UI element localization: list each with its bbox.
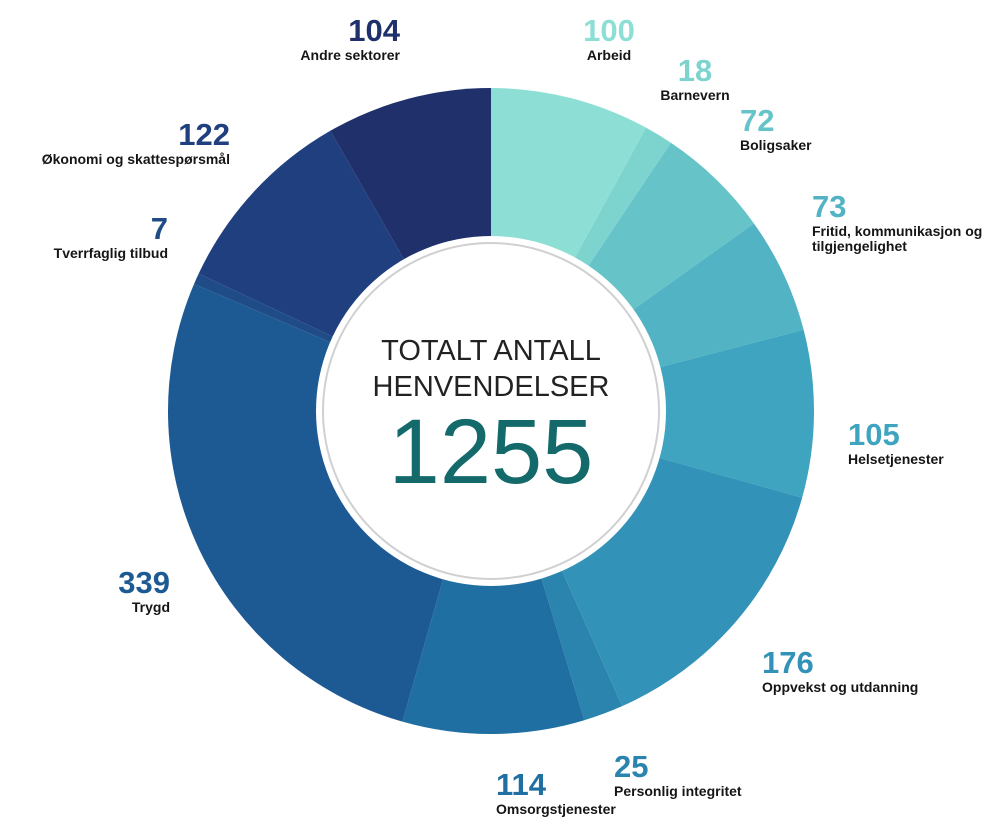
value-label: 25 bbox=[614, 749, 649, 784]
slice-label: 105 Helsetjenester bbox=[848, 418, 998, 467]
center-circle bbox=[316, 236, 666, 586]
value-label: 122 bbox=[178, 117, 230, 152]
category-label: Arbeid bbox=[586, 47, 632, 63]
category-label: Tverrfaglig tilbud bbox=[53, 245, 168, 261]
category-label: Andre sektorer bbox=[300, 47, 400, 63]
category-label: Trygd bbox=[131, 599, 170, 615]
slice-label: 114 Omsorgstjenester bbox=[496, 768, 736, 817]
slice-label: 100 Arbeid bbox=[489, 14, 729, 63]
center-total: 1255 bbox=[388, 401, 594, 503]
value-label: 104 bbox=[348, 13, 400, 48]
value-label: 176 bbox=[762, 645, 814, 680]
slice-label: 18 Barnevern bbox=[575, 54, 815, 103]
slice-label: 73 Fritid, kommunikasjon og tilgjengeligh… bbox=[812, 190, 998, 254]
slice-label: 104 Andre sektorer bbox=[160, 14, 400, 63]
category-label: Oppvekst og utdanning bbox=[762, 679, 919, 695]
category-label: Omsorgstjenester bbox=[496, 801, 616, 817]
value-label: 100 bbox=[583, 13, 635, 48]
value-label: 72 bbox=[740, 103, 775, 138]
value-label: 7 bbox=[150, 211, 168, 246]
value-label: 114 bbox=[496, 767, 547, 802]
center-title: TOTALT ANTALL HENVENDELSER bbox=[372, 335, 610, 403]
category-label: Helsetjenester bbox=[848, 451, 944, 467]
slice-label: 72 Boligsaker bbox=[740, 104, 980, 153]
value-label: 73 bbox=[812, 189, 847, 224]
slice-label: 339 Trygd bbox=[0, 566, 170, 615]
value-label: 105 bbox=[848, 417, 900, 452]
category-label: Fritid, kommunikasjon og tilgjengelighet bbox=[812, 223, 983, 254]
category-label: Personlig integritet bbox=[614, 783, 742, 799]
value-label: 339 bbox=[118, 565, 170, 600]
slice-label: 7 Tverrfaglig tilbud bbox=[0, 212, 168, 261]
category-label: Barnevern bbox=[660, 87, 730, 103]
center-ring bbox=[322, 242, 660, 580]
slice-label: 25 Personlig integritet bbox=[614, 750, 854, 799]
slice-label: 122 Økonomi og skattespørsmål bbox=[0, 118, 230, 167]
category-label: Boligsaker bbox=[740, 137, 812, 153]
category-label: Økonomi og skattespørsmål bbox=[41, 151, 230, 167]
slice-label: 176 Oppvekst og utdanning bbox=[762, 646, 998, 695]
value-label: 18 bbox=[677, 53, 713, 88]
